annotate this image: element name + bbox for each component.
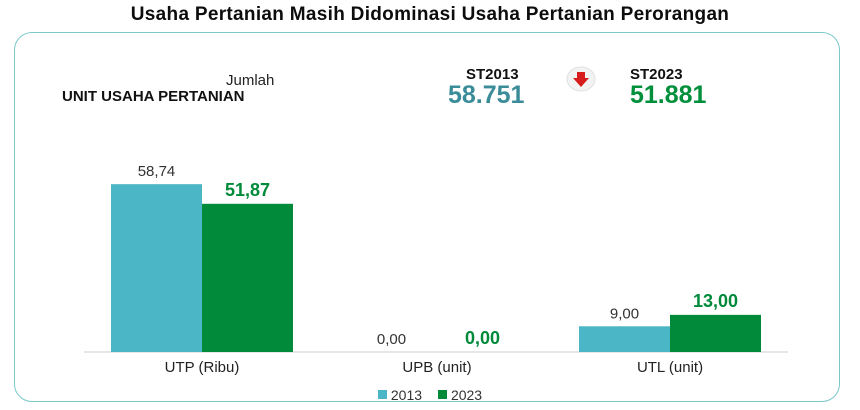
st2013-label: ST2013 — [466, 66, 519, 83]
data-label-2023-2: 13,00 — [693, 291, 738, 311]
data-label-2023-0: 51,87 — [225, 180, 270, 200]
data-label-2013-2: 9,00 — [610, 305, 639, 322]
bar-2023-0 — [202, 203, 293, 352]
arrow-down-icon — [566, 66, 596, 92]
category-label-0: UTP (Ribu) — [165, 359, 240, 376]
data-labels-group: 58,74 51,87 0,00 0,00 9,00 13,00 — [138, 163, 738, 348]
bars-group — [111, 184, 761, 352]
legend-item-2013: 2013 — [377, 386, 423, 403]
chart-card — [14, 32, 840, 402]
legend-swatch-2013 — [377, 390, 387, 399]
legend-item-2023: 2023 — [437, 386, 483, 403]
st2023-label: ST2023 — [630, 66, 683, 83]
st2013-value: 58.751 — [448, 81, 525, 109]
bar-2023-2 — [670, 314, 761, 352]
data-label-2013-1: 0,00 — [377, 331, 406, 348]
legend-label-2013: 2013 — [390, 386, 423, 403]
page-title: Usaha Pertanian Masih Didominasi Usaha P… — [130, 4, 730, 25]
legend-label-2023: 2023 — [450, 386, 483, 403]
category-label-2: UTL (unit) — [637, 359, 703, 376]
legend-swatch-2023 — [437, 390, 447, 399]
bar-2013-0 — [111, 184, 202, 352]
data-label-2013-0: 58,74 — [138, 163, 176, 180]
unit-usaha-label: UNIT USAHA PERTANIAN — [62, 88, 245, 105]
legend: 2013 2023 — [0, 386, 860, 403]
category-labels-group: UTP (Ribu) UPB (unit) UTL (unit) — [165, 359, 703, 376]
jumlah-label: Jumlah — [226, 72, 275, 89]
st2023-value: 51.881 — [630, 81, 707, 109]
data-label-2023-1: 0,00 — [465, 328, 500, 348]
category-label-1: UPB (unit) — [402, 359, 471, 376]
bar-2013-2 — [579, 326, 670, 352]
